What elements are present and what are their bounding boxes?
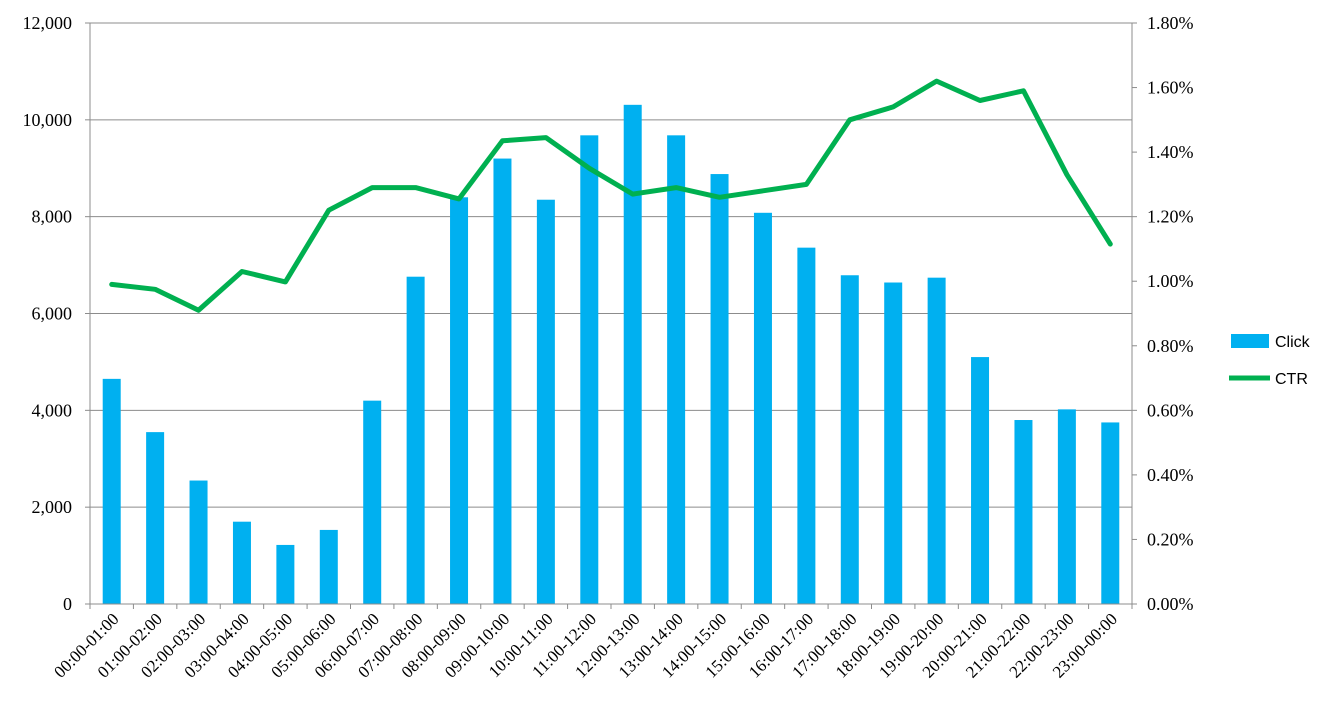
left-tick-label: 10,000 — [23, 110, 73, 130]
bar-click — [884, 282, 903, 604]
right-tick-label: 1.20% — [1147, 207, 1194, 227]
left-tick-label: 12,000 — [23, 13, 73, 33]
bar-click — [580, 135, 599, 604]
bar-click — [276, 544, 295, 604]
right-axis-ticks: 0.00% 0.20% 0.40% 0.60% 0.80% 1.00% 1.20% 1.40%… — [1147, 13, 1194, 614]
right-tick-label: 1.80% — [1147, 13, 1194, 33]
bar-click — [1101, 422, 1120, 604]
bar-click — [1014, 420, 1033, 604]
bar-click — [1057, 409, 1076, 604]
right-tick-label: 0.00% — [1147, 594, 1194, 614]
bar-click — [753, 212, 772, 604]
right-tick-label: 0.80% — [1147, 336, 1194, 356]
bar-click — [536, 199, 555, 605]
left-tick-label: 6,000 — [32, 304, 73, 324]
legend-label-click: Click — [1275, 334, 1311, 351]
bar-click — [102, 378, 121, 604]
bar-click — [710, 174, 729, 604]
right-tick-label: 0.40% — [1147, 465, 1194, 485]
gridlines — [90, 22, 1132, 605]
x-axis-ticks: 00:00-01:0001:00-02:0002:00-03:0003:00-0… — [50, 609, 1121, 681]
legend: Click CTR — [1229, 334, 1311, 388]
right-tick-label: 1.60% — [1147, 78, 1194, 98]
axes — [85, 22, 1137, 609]
right-tick-label: 1.40% — [1147, 142, 1194, 162]
bar-click — [493, 158, 512, 605]
line-series-ctr — [109, 78, 1113, 313]
legend-swatch-click — [1231, 334, 1269, 348]
bar-click — [667, 135, 686, 604]
left-tick-label: 2,000 — [32, 497, 73, 517]
bar-click — [927, 277, 946, 604]
right-tick-label: 0.60% — [1147, 400, 1194, 420]
bar-click — [146, 432, 165, 604]
bar-click — [406, 276, 425, 604]
bar-click — [971, 357, 990, 604]
left-tick-label: 0 — [63, 594, 72, 614]
right-tick-label: 0.20% — [1147, 529, 1194, 549]
bar-click — [232, 521, 251, 604]
left-tick-label: 4,000 — [32, 400, 73, 420]
left-axis-ticks: 0 2,000 4,000 6,000 8,000 10,000 12,000 — [23, 13, 73, 614]
bar-click — [840, 275, 859, 604]
legend-label-ctr: CTR — [1275, 371, 1308, 388]
bar-series-click — [102, 104, 1120, 605]
right-tick-label: 1.00% — [1147, 271, 1194, 291]
bar-click — [363, 400, 382, 604]
left-tick-label: 8,000 — [32, 207, 73, 227]
bar-click — [450, 197, 469, 605]
bar-click — [319, 529, 338, 604]
bar-click — [189, 480, 208, 604]
line-ctr — [109, 78, 1113, 313]
bar-click — [797, 247, 816, 605]
bar-click — [623, 104, 642, 605]
